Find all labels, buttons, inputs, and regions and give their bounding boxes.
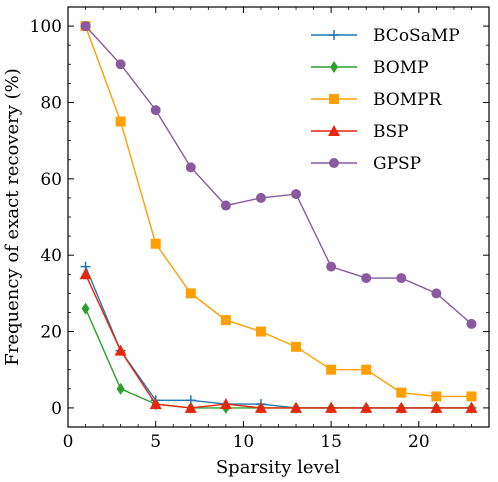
legend-label-bompr: BOMPR xyxy=(373,90,443,110)
data-point-bsp xyxy=(219,398,232,410)
series-line-bcosamp xyxy=(84,266,472,409)
y-tick-label: 40 xyxy=(40,246,62,266)
data-point-gpsp xyxy=(255,192,266,203)
legend-label-bsp: BSP xyxy=(373,122,409,142)
series-bsp xyxy=(79,268,478,413)
x-tick-label: 5 xyxy=(150,432,161,452)
data-point-bompr xyxy=(431,391,442,402)
legend-label-bomp: BOMP xyxy=(373,58,429,78)
series-gpsp xyxy=(80,21,477,329)
data-point-gpsp xyxy=(150,105,161,116)
data-point-bompr xyxy=(255,326,266,337)
data-point-bsp xyxy=(325,401,338,413)
series-line-bomp xyxy=(84,308,472,409)
data-point-bsp xyxy=(114,344,127,356)
data-point-bsp xyxy=(254,401,267,413)
data-point-gpsp xyxy=(396,273,407,284)
x-tick-label: 20 xyxy=(408,432,430,452)
data-point-bompr xyxy=(396,387,407,398)
data-point-bompr xyxy=(185,288,196,299)
legend-marker-bomp xyxy=(330,61,338,73)
data-point-bompr xyxy=(150,238,161,249)
y-tick-label: 100 xyxy=(30,17,62,37)
series-line-gpsp xyxy=(85,25,472,325)
series-bompr xyxy=(80,21,477,402)
data-point-gpsp xyxy=(326,261,337,272)
data-point-bsp xyxy=(290,401,303,413)
data-point-gpsp xyxy=(220,200,231,211)
legend-item-bomp: BOMP xyxy=(311,58,429,78)
data-point-bompr xyxy=(220,315,231,326)
data-point-gpsp xyxy=(361,273,372,284)
y-axis-label: Frequency of exact recovery (%) xyxy=(2,68,23,366)
x-axis-label: Sparsity level xyxy=(216,457,341,478)
y-tick-label: 80 xyxy=(40,93,62,113)
y-tick-label: 20 xyxy=(40,323,62,343)
data-point-bsp xyxy=(184,401,197,413)
data-point-gpsp xyxy=(466,318,477,329)
legend-item-bcosamp: BCoSaMP xyxy=(311,26,460,46)
data-point-bsp xyxy=(430,401,443,413)
series-bomp xyxy=(81,302,476,414)
data-point-bsp xyxy=(149,398,162,410)
data-point-gpsp xyxy=(115,59,126,70)
data-point-bsp xyxy=(465,401,478,413)
x-tick-label: 0 xyxy=(63,432,74,452)
series-layer xyxy=(79,21,478,414)
data-point-bsp xyxy=(360,401,373,413)
data-point-bompr xyxy=(361,364,372,375)
data-point-gpsp xyxy=(431,288,442,299)
legend: BCoSaMP BOMP BOMPR BSP GPSP xyxy=(311,26,460,174)
data-point-bomp xyxy=(116,382,125,395)
data-point-gpsp xyxy=(80,21,91,32)
legend-item-bsp: BSP xyxy=(311,122,409,142)
series-line-bompr xyxy=(84,25,472,398)
series-line-bsp xyxy=(84,273,472,409)
legend-marker-bsp xyxy=(328,125,340,136)
legend-label-bcosamp: BCoSaMP xyxy=(373,26,460,46)
legend-label-gpsp: GPSP xyxy=(373,154,421,174)
legend-marker-bompr xyxy=(329,94,339,104)
legend-item-bompr: BOMPR xyxy=(311,90,443,110)
data-point-gpsp xyxy=(291,189,302,200)
x-tick-label: 10 xyxy=(233,432,255,452)
legend-item-gpsp: GPSP xyxy=(311,154,421,174)
data-point-bomp xyxy=(81,302,90,315)
legend-marker-gpsp xyxy=(329,158,339,168)
data-point-bompr xyxy=(291,341,302,352)
data-point-bompr xyxy=(115,116,126,127)
legend-marker-bcosamp xyxy=(329,30,339,40)
data-point-bompr xyxy=(326,364,337,375)
axis-ticks: 0 5 10 15 20 0 20 40 60 80 100 xyxy=(30,6,489,452)
y-tick-label: 0 xyxy=(51,399,62,419)
y-tick-label: 60 xyxy=(40,170,62,190)
data-point-bsp xyxy=(395,401,408,413)
data-point-bompr xyxy=(466,391,477,402)
data-point-bsp xyxy=(79,268,92,280)
x-tick-label: 15 xyxy=(320,432,342,452)
data-point-gpsp xyxy=(185,162,196,173)
